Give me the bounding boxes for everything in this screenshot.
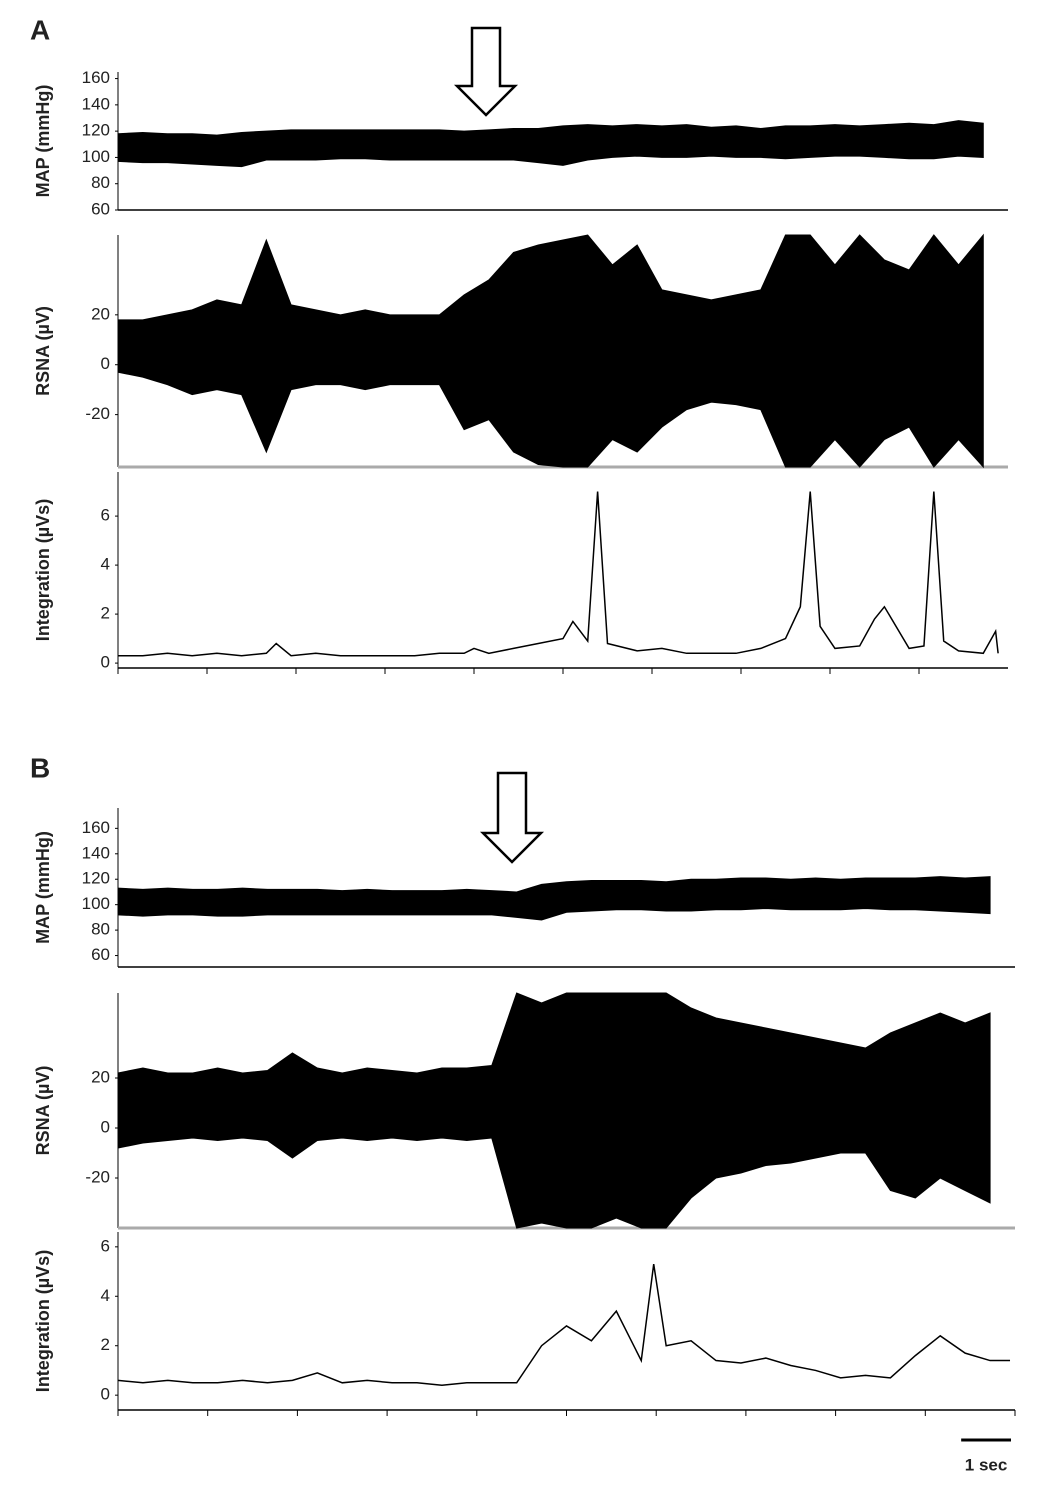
y-tick-label: 100: [82, 894, 110, 913]
trace-band: [117, 992, 991, 1229]
y-tick-label: 20: [91, 304, 110, 323]
y-tick-label: 80: [91, 920, 110, 939]
y-tick-label: 0: [101, 354, 110, 373]
y-tick-label: 6: [101, 506, 110, 525]
y-tick-label: 0: [101, 1117, 110, 1136]
y-tick-label: 0: [101, 653, 110, 672]
y-tick-label: 4: [101, 555, 110, 574]
panel-label: A: [30, 14, 50, 45]
y-tick-label: 160: [82, 818, 110, 837]
y-tick-label: 6: [101, 1236, 110, 1255]
y-tick-label: 120: [82, 121, 110, 140]
y-axis-label: MAP (mmHg): [33, 85, 53, 198]
stimulus-arrow: [479, 771, 545, 864]
y-axis-label: Integration (µVs): [33, 499, 53, 641]
trace-band: [117, 876, 991, 921]
y-tick-label: 4: [101, 1286, 110, 1305]
trace-line: [117, 1264, 1011, 1387]
stimulus-arrow: [453, 26, 519, 117]
y-tick-label: 140: [82, 843, 110, 862]
y-tick-label: 2: [101, 1335, 110, 1354]
trace-band: [117, 233, 984, 469]
y-tick-label: 20: [91, 1067, 110, 1086]
y-tick-label: 140: [82, 94, 110, 113]
panel-label: B: [30, 752, 50, 783]
y-tick-label: 80: [91, 173, 110, 192]
trace-line: [118, 491, 999, 657]
trace-band: [117, 120, 984, 168]
y-tick-label: -20: [85, 1167, 110, 1186]
y-tick-label: -20: [85, 404, 110, 423]
y-axis-label: MAP (mmHg): [33, 831, 53, 944]
y-tick-label: 60: [91, 199, 110, 218]
y-axis-label: Integration (µVs): [33, 1250, 53, 1392]
y-tick-label: 2: [101, 604, 110, 623]
y-axis-label: RSNA (µV): [33, 1066, 53, 1156]
scale-bar-label: 1 sec: [965, 1455, 1008, 1474]
y-tick-label: 160: [82, 68, 110, 87]
y-tick-label: 60: [91, 945, 110, 964]
y-tick-label: 100: [82, 147, 110, 166]
y-tick-label: 120: [82, 869, 110, 888]
y-tick-label: 0: [101, 1385, 110, 1404]
y-axis-label: RSNA (µV): [33, 306, 53, 396]
